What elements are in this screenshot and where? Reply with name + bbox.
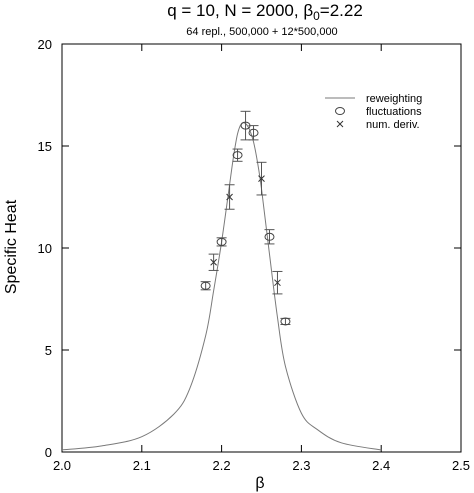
x-tick-label: 2.2 (213, 458, 231, 473)
legend-circle-swatch (335, 107, 345, 115)
y-tick-label: 5 (45, 343, 52, 358)
fluctuations-point (216, 237, 227, 246)
legend-label: num. deriv. (366, 119, 420, 131)
x-tick-label: 2.0 (53, 458, 71, 473)
x-axis-ticks: 2.0 2.1 2.2 2.3 2.4 2.5 (53, 44, 470, 473)
reweighting-curve (61, 122, 382, 451)
cross-marker-stroke (258, 175, 265, 182)
series-layer (61, 110, 382, 451)
fluctuations-point (280, 317, 291, 326)
y-tick-label: 0 (45, 445, 52, 460)
legend-label: fluctuations (366, 106, 422, 118)
x-tick-label: 2.5 (452, 458, 470, 473)
num-deriv-point (274, 279, 281, 287)
legend-item: fluctuations (335, 106, 422, 118)
y-tick-label: 15 (38, 139, 52, 154)
legend-cross-swatch (336, 120, 344, 128)
fluctuations-point (232, 151, 243, 160)
x-tick-label: 2.4 (372, 458, 390, 473)
legend-item: reweighting (325, 93, 422, 105)
cross-marker-stroke (210, 258, 217, 266)
chart-title-value: =2.22 (320, 1, 363, 20)
chart-subtitle: 64 repl., 500,000 + 12*500,000 (186, 26, 337, 38)
x-tick-label: 2.3 (292, 458, 310, 473)
y-tick-label: 20 (38, 37, 52, 52)
series-reweighting (61, 122, 382, 451)
legend-item: num. deriv. (336, 119, 420, 131)
cross-marker-stroke (274, 279, 281, 287)
num-deriv-point (226, 193, 233, 201)
y-tick-label: 10 (38, 241, 52, 256)
legend-label: reweighting (366, 93, 422, 105)
y-axis-label: Specific Heat (3, 199, 20, 294)
fluctuations-point (264, 232, 275, 241)
y-axis-ticks: 0 5 10 15 20 (38, 37, 461, 460)
chart-title-main: q = 10, N = 2000, (167, 1, 303, 20)
num-deriv-point (258, 175, 265, 182)
num-deriv-point (210, 258, 217, 266)
x-tick-label: 2.1 (133, 458, 151, 473)
cross-marker-stroke (226, 193, 233, 201)
series-num-deriv- (208, 161, 283, 295)
chart-title-beta: β (303, 1, 313, 20)
fluctuations-point (200, 281, 211, 290)
fluctuations-point (248, 128, 259, 137)
x-axis-label: β (255, 475, 264, 492)
cross-marker-stroke (336, 120, 344, 128)
chart-title-subscript: 0 (313, 9, 320, 23)
chart-title: q = 10, N = 2000, β0=2.22 (167, 1, 363, 23)
series-fluctuations (200, 110, 291, 326)
